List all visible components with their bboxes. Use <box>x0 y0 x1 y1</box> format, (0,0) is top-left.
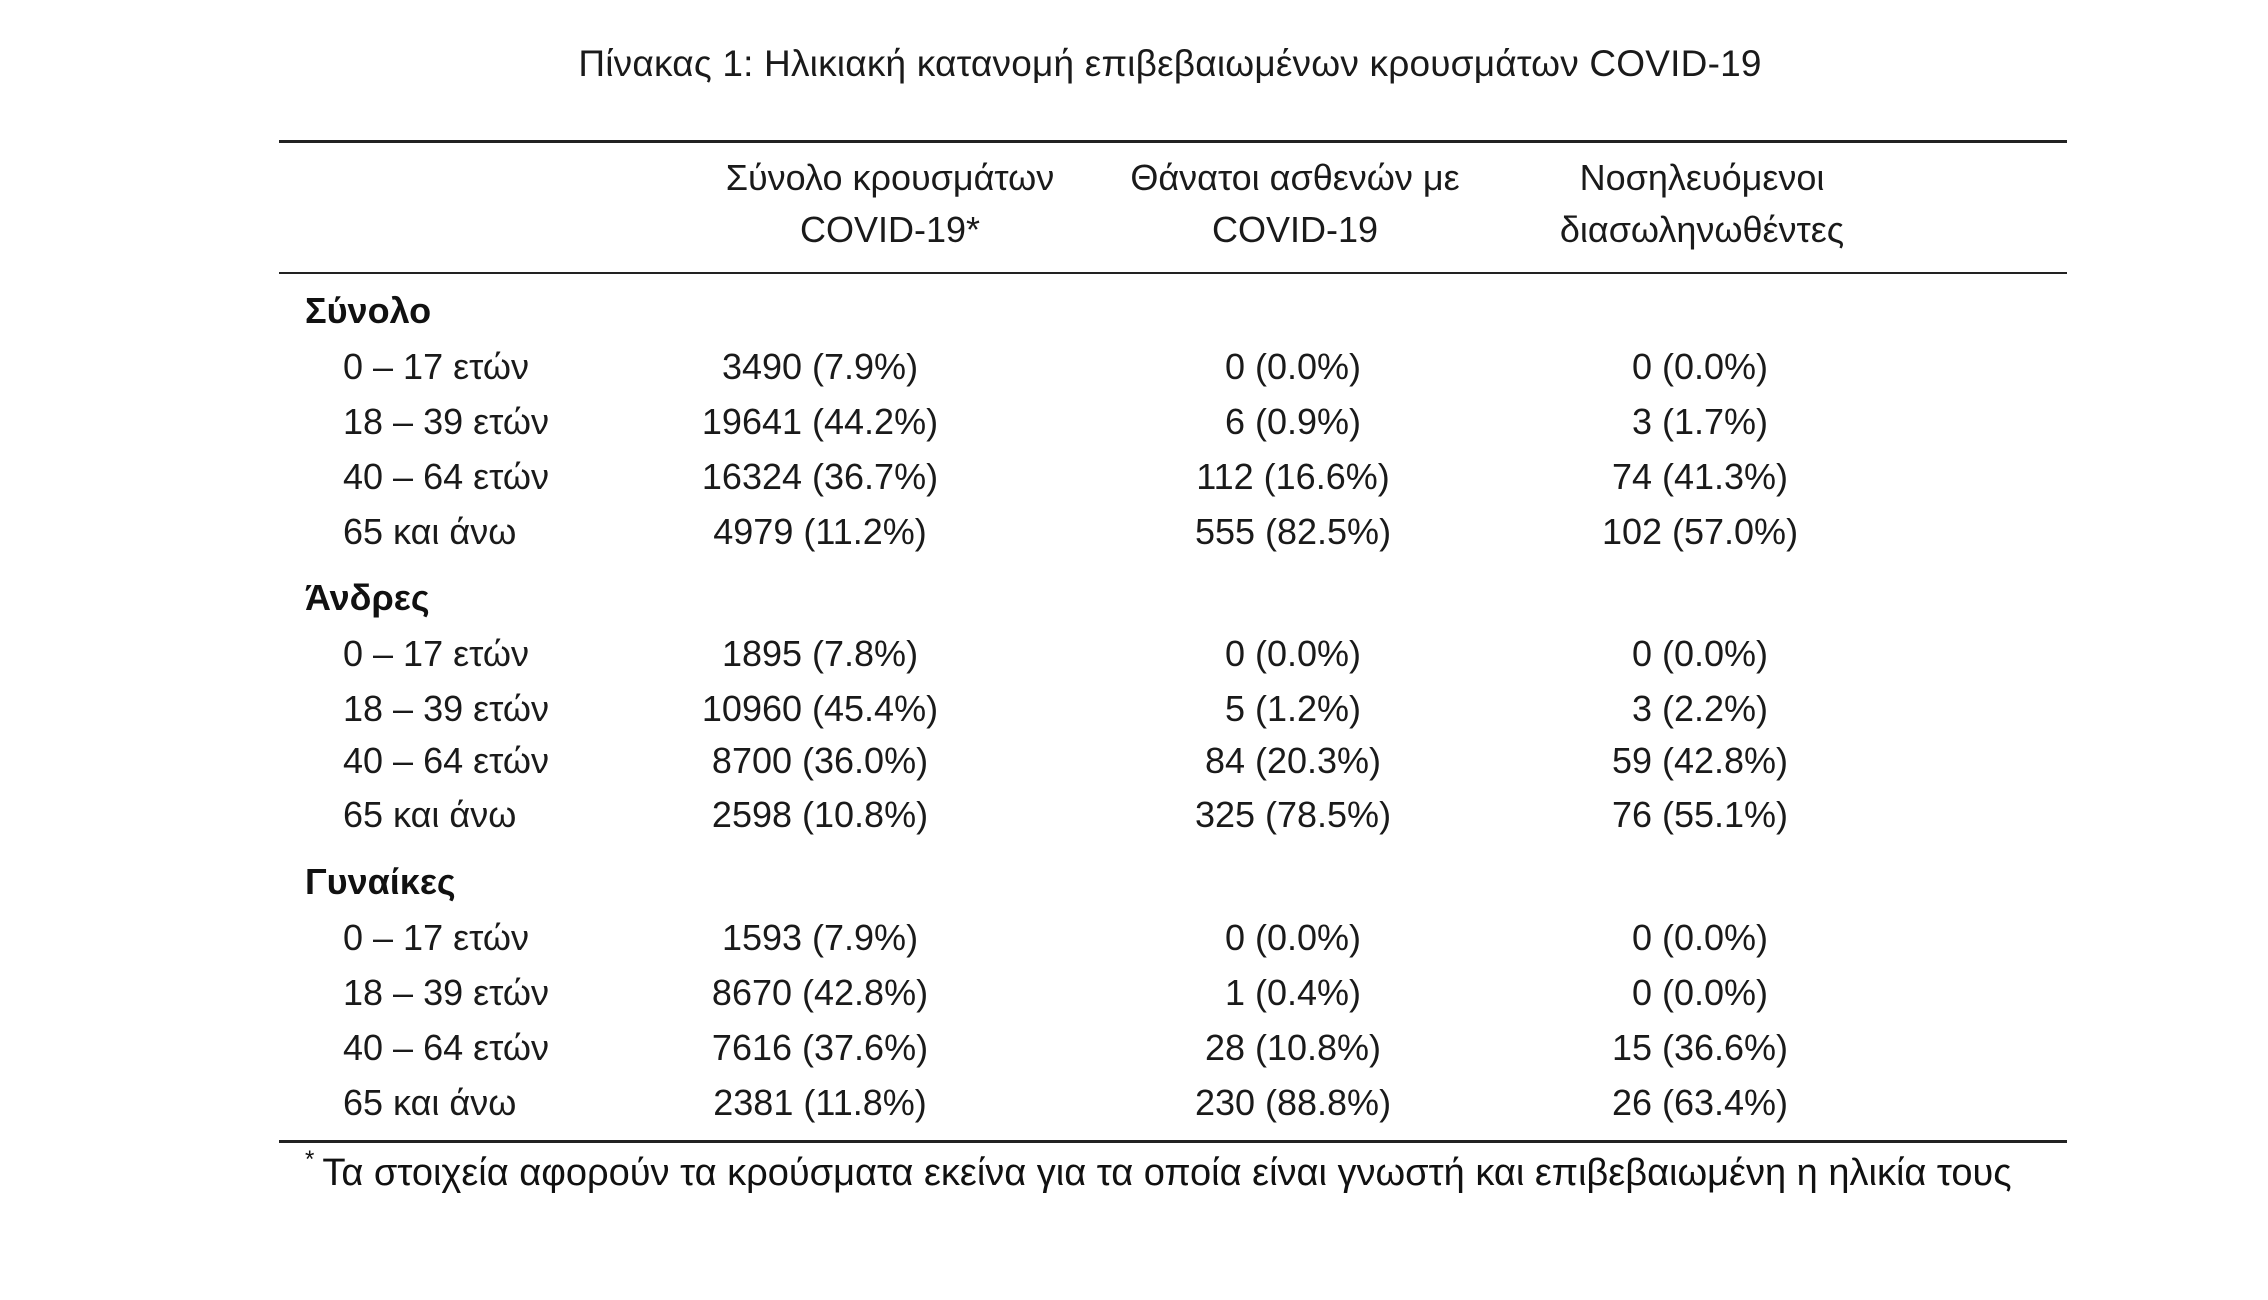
cell-deaths: 84 (20.3%) <box>1204 740 1382 781</box>
cell-intubated: 102 (57.0%) <box>1601 511 1799 552</box>
table-bottom-rule <box>279 1140 2067 1143</box>
cell-intubated: 3 (1.7%) <box>1631 401 1769 442</box>
cell-deaths: 325 (78.5%) <box>1194 794 1392 835</box>
table-row: 0 – 17 ετών 1895 (7.8%) 0 (0.0%) 0 (0.0%… <box>279 626 2067 681</box>
header-deaths: Θάνατοι ασθενών με COVID-19 <box>1055 152 1535 256</box>
cell-deaths: 0 (0.0%) <box>1224 633 1362 674</box>
header-deaths-line1: Θάνατοι ασθενών με <box>1130 157 1460 198</box>
header-total-cases-line1: Σύνολο κρουσμάτων <box>725 157 1055 198</box>
row-label: 18 – 39 ετών <box>343 401 549 442</box>
row-label: 65 και άνω <box>343 511 517 552</box>
cell-intubated: 74 (41.3%) <box>1611 456 1789 497</box>
group-heading-total: Σύνολο <box>305 290 432 331</box>
row-label: 18 – 39 ετών <box>343 972 549 1013</box>
cell-cases: 8670 (42.8%) <box>711 972 929 1013</box>
row-label: 0 – 17 ετών <box>343 633 529 674</box>
group-heading-men: Άνδρες <box>305 577 430 618</box>
cell-cases: 1895 (7.8%) <box>721 633 919 674</box>
table-caption: Πίνακας 1: Ηλικιακή κατανομή επιβεβαιωμέ… <box>578 43 1762 84</box>
table-row: 40 – 64 ετών 16324 (36.7%) 112 (16.6%) 7… <box>279 449 2067 504</box>
table-row: 65 και άνω 2381 (11.8%) 230 (88.8%) 26 (… <box>279 1075 2067 1130</box>
cell-deaths: 1 (0.4%) <box>1224 972 1362 1013</box>
cell-intubated: 15 (36.6%) <box>1611 1027 1789 1068</box>
cell-intubated: 0 (0.0%) <box>1631 633 1769 674</box>
row-label: 65 και άνω <box>343 794 517 835</box>
cell-deaths: 555 (82.5%) <box>1194 511 1392 552</box>
cell-cases: 2381 (11.8%) <box>713 1082 927 1123</box>
table-row: 18 – 39 ετών 19641 (44.2%) 6 (0.9%) 3 (1… <box>279 394 2067 449</box>
table-row: 40 – 64 ετών 7616 (37.6%) 28 (10.8%) 15 … <box>279 1020 2067 1075</box>
footnote: * Τα στοιχεία αφορούν τα κρούσματα εκείνα… <box>305 1145 2012 1201</box>
group-heading-women: Γυναίκες <box>305 861 456 902</box>
cell-cases: 1593 (7.9%) <box>721 917 919 958</box>
table-top-rule <box>279 140 2067 143</box>
cell-deaths: 0 (0.0%) <box>1224 917 1362 958</box>
cell-deaths: 6 (0.9%) <box>1224 401 1362 442</box>
cell-cases: 4979 (11.2%) <box>713 511 927 552</box>
cell-intubated: 3 (2.2%) <box>1631 688 1769 729</box>
cell-cases: 19641 (44.2%) <box>701 401 939 442</box>
header-total-cases-line2: COVID-19* <box>799 209 981 250</box>
footnote-marker: * <box>305 1146 315 1173</box>
row-label: 0 – 17 ετών <box>343 346 529 387</box>
cell-cases: 8700 (36.0%) <box>711 740 929 781</box>
cell-intubated: 0 (0.0%) <box>1631 972 1769 1013</box>
cell-cases: 3490 (7.9%) <box>721 346 919 387</box>
cell-deaths: 28 (10.8%) <box>1204 1027 1382 1068</box>
table-row: 18 – 39 ετών 8670 (42.8%) 1 (0.4%) 0 (0.… <box>279 965 2067 1020</box>
table-row: 65 και άνω 2598 (10.8%) 325 (78.5%) 76 (… <box>279 787 2067 842</box>
table-row: 18 – 39 ετών 10960 (45.4%) 5 (1.2%) 3 (2… <box>279 681 2067 736</box>
cell-intubated: 59 (42.8%) <box>1611 740 1789 781</box>
header-intubated-line1: Νοσηλευόμενοι <box>1579 157 1825 198</box>
table-row: 0 – 17 ετών 3490 (7.9%) 0 (0.0%) 0 (0.0%… <box>279 339 2067 394</box>
row-label: 40 – 64 ετών <box>343 456 549 497</box>
footnote-text: Τα στοιχεία αφορούν τα κρούσματα εκείνα … <box>322 1152 2012 1194</box>
row-label: 40 – 64 ετών <box>343 740 549 781</box>
cell-cases: 7616 (37.6%) <box>711 1027 929 1068</box>
header-intubated: Νοσηλευόμενοι διασωληνωθέντες <box>1462 152 1942 256</box>
header-deaths-line2: COVID-19 <box>1211 209 1379 250</box>
cell-cases: 10960 (45.4%) <box>701 688 939 729</box>
row-label: 0 – 17 ετών <box>343 917 529 958</box>
table-header-rule <box>279 272 2067 274</box>
cell-deaths: 0 (0.0%) <box>1224 346 1362 387</box>
header-total-cases: Σύνολο κρουσμάτων COVID-19* <box>650 152 1130 256</box>
table-row: 65 και άνω 4979 (11.2%) 555 (82.5%) 102 … <box>279 504 2067 559</box>
row-label: 40 – 64 ετών <box>343 1027 549 1068</box>
cell-cases: 2598 (10.8%) <box>711 794 929 835</box>
row-label: 18 – 39 ετών <box>343 688 549 729</box>
cell-intubated: 26 (63.4%) <box>1611 1082 1789 1123</box>
table-row: 0 – 17 ετών 1593 (7.9%) 0 (0.0%) 0 (0.0%… <box>279 910 2067 965</box>
cell-intubated: 76 (55.1%) <box>1611 794 1789 835</box>
cell-deaths: 230 (88.8%) <box>1194 1082 1392 1123</box>
cell-intubated: 0 (0.0%) <box>1631 917 1769 958</box>
cell-deaths: 5 (1.2%) <box>1224 688 1362 729</box>
cell-cases: 16324 (36.7%) <box>701 456 939 497</box>
table-row: 40 – 64 ετών 8700 (36.0%) 84 (20.3%) 59 … <box>279 733 2067 788</box>
header-intubated-line2: διασωληνωθέντες <box>1559 209 1845 250</box>
cell-deaths: 112 (16.6%) <box>1196 456 1390 497</box>
cell-intubated: 0 (0.0%) <box>1631 346 1769 387</box>
row-label: 65 και άνω <box>343 1082 517 1123</box>
